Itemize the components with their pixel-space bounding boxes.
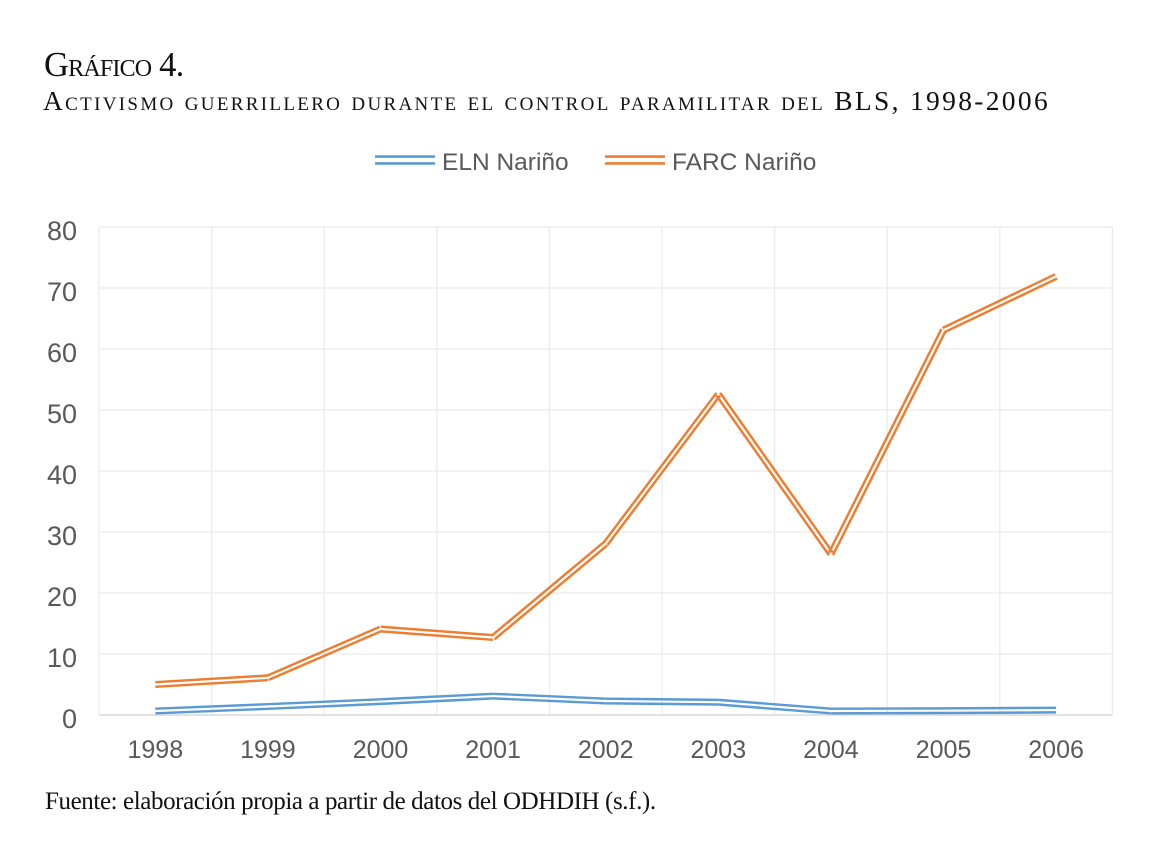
svg-text:0: 0	[62, 704, 77, 734]
svg-text:2000: 2000	[353, 736, 409, 764]
svg-text:2003: 2003	[690, 736, 746, 764]
svg-text:50: 50	[47, 399, 77, 429]
svg-text:2001: 2001	[465, 736, 521, 764]
svg-text:2005: 2005	[916, 736, 972, 764]
svg-text:70: 70	[47, 277, 77, 307]
svg-text:40: 40	[47, 460, 77, 490]
svg-text:1999: 1999	[240, 736, 296, 764]
svg-text:60: 60	[47, 338, 77, 368]
svg-text:80: 80	[47, 216, 77, 246]
svg-text:20: 20	[47, 582, 77, 612]
svg-text:2004: 2004	[803, 736, 859, 764]
svg-text:10: 10	[47, 643, 77, 673]
svg-text:30: 30	[47, 521, 77, 551]
svg-text:2006: 2006	[1028, 736, 1084, 764]
svg-text:2002: 2002	[578, 736, 634, 764]
svg-text:1998: 1998	[127, 736, 183, 764]
